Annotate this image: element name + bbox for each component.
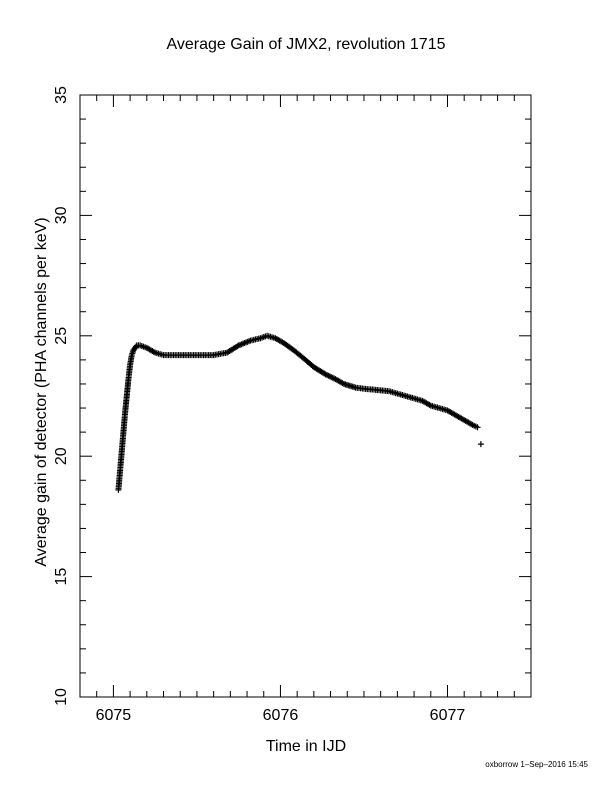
footer-stamp: oxborrow 1–Sep–2016 15:45 [485, 760, 588, 769]
data-point [339, 380, 346, 387]
y-tick-label: 15 [53, 568, 70, 586]
y-axis-label: Average gain of detector (PHA channels p… [33, 217, 50, 567]
y-tick-label: 10 [53, 688, 70, 706]
x-axis-label: Time in IJD [265, 738, 347, 755]
y-tick-label: 25 [53, 327, 70, 345]
x-tick-label: 6076 [263, 707, 299, 724]
y-tick-label: 35 [53, 86, 70, 104]
x-tick-label: 6075 [96, 707, 132, 724]
plot-frame [79, 94, 532, 698]
data-point [477, 441, 484, 448]
y-tick-label: 30 [53, 206, 70, 224]
data-point [474, 424, 481, 431]
chart-title: Average Gain of JMX2, revolution 1715 [166, 36, 446, 53]
data-point [150, 348, 157, 355]
y-tick-label: 20 [53, 447, 70, 465]
data-point [426, 401, 433, 408]
x-tick-label: 6077 [430, 707, 466, 724]
data-point [468, 421, 475, 428]
